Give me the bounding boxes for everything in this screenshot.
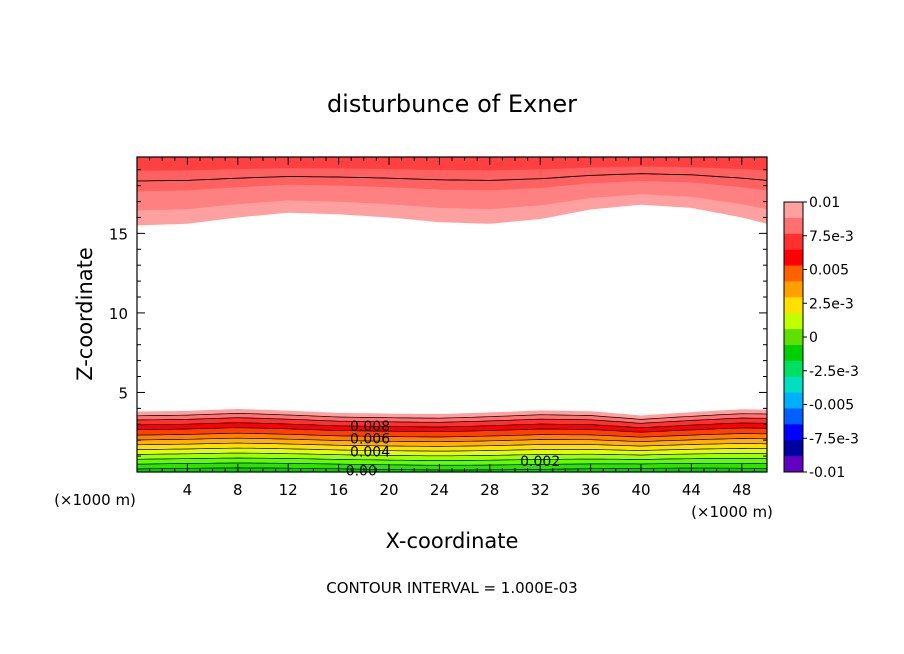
x-tick-label: 16 — [329, 481, 348, 499]
lower-contour-line-5 — [136, 437, 768, 443]
lower-contour-line-8 — [136, 452, 768, 457]
y-axis-ticks: 5 10 15 — [109, 169, 767, 457]
x-tick-label: 12 — [279, 481, 298, 499]
colorbar-segment — [784, 297, 803, 314]
plot-area — [137, 157, 767, 472]
y-tick-label: 15 — [109, 225, 128, 243]
colorbar-label: 0 — [809, 330, 818, 346]
colorbar-label: 0.01 — [809, 195, 840, 211]
colorbar-segment — [784, 392, 803, 409]
colorbar-label: 7.5e-3 — [809, 229, 854, 245]
colorbar-segment — [784, 344, 803, 362]
y-tick-label: 5 — [118, 384, 128, 402]
x-tick-label: 48 — [732, 481, 751, 499]
lower-contour-line-10 — [137, 462, 768, 466]
colorbar-label: -0.005 — [809, 398, 854, 414]
colorbar-segment — [784, 408, 803, 425]
colorbar-segment — [784, 265, 803, 282]
lower-contour-line-6 — [136, 442, 768, 447]
x-unit-left: (×1000 m) — [54, 491, 136, 509]
colorbar-segment — [784, 456, 803, 473]
contour-label-0: 0.008 — [350, 419, 390, 435]
x-tick-label: 20 — [379, 481, 398, 499]
x-tick-label: 24 — [430, 481, 449, 499]
contour-lines — [136, 173, 768, 471]
contour-interval-note: CONTOUR INTERVAL = 1.000E-03 — [326, 579, 577, 597]
lower-contour-line-3 — [136, 427, 768, 433]
x-tick-label: 36 — [581, 481, 600, 499]
contour-label-2: 0.004 — [350, 444, 390, 460]
colorbar-label: 0.005 — [809, 263, 849, 279]
colorbar-segment — [784, 233, 803, 251]
colorbar-label: -7.5e-3 — [809, 431, 859, 447]
colorbar-label: -2.5e-3 — [809, 364, 859, 380]
colorbar: 0.01 7.5e-3 0.005 2.5e-3 0 -2.5e-3 -0.005 -7.5e… — [783, 195, 859, 481]
colorbar-segment — [784, 424, 803, 441]
colorbar-segment — [784, 281, 803, 298]
colorbar-segment — [784, 360, 803, 378]
x-tick-label: 32 — [531, 481, 550, 499]
lower-contour-line-4 — [136, 432, 767, 438]
lower-contour-line-1 — [136, 417, 768, 424]
colorbar-segment — [784, 249, 803, 267]
colorbar-label: 2.5e-3 — [809, 296, 854, 312]
lower-contour-line-7 — [136, 447, 768, 452]
lower-contour-line-2 — [137, 422, 768, 429]
chart-title: disturbunce of Exner — [327, 90, 577, 118]
x-tick-label: 4 — [183, 481, 193, 499]
y-tick-label: 10 — [109, 305, 128, 323]
x-axis-label: X-coordinate — [386, 529, 519, 553]
colorbar-segment — [784, 313, 803, 330]
colorbar-segment — [784, 217, 803, 235]
y-axis-label: Z-coordinate — [73, 247, 97, 381]
x-tick-label: 8 — [233, 481, 243, 499]
colorbar-label: -0.01 — [809, 465, 845, 481]
x-tick-label: 44 — [682, 481, 701, 499]
upper-contour-line — [137, 173, 768, 182]
colorbar-segment — [784, 440, 803, 457]
contour-label-3: 0.002 — [520, 454, 560, 470]
contour-label-1: 0.006 — [350, 432, 390, 448]
colorbar-segment — [784, 329, 803, 346]
x-tick-label: 28 — [480, 481, 499, 499]
x-unit-right: (×1000 m) — [691, 503, 773, 521]
colorbar-segment — [784, 376, 803, 394]
colorbar-segment — [784, 202, 803, 219]
upper-band-3 — [137, 157, 767, 171]
x-tick-label: 40 — [631, 481, 650, 499]
x-axis-ticks: 4 8 12 16 20 24 28 32 36 40 44 48 — [149, 157, 755, 499]
lower-contour-line-9 — [136, 457, 768, 461]
lower-contour-line-0 — [136, 412, 768, 420]
